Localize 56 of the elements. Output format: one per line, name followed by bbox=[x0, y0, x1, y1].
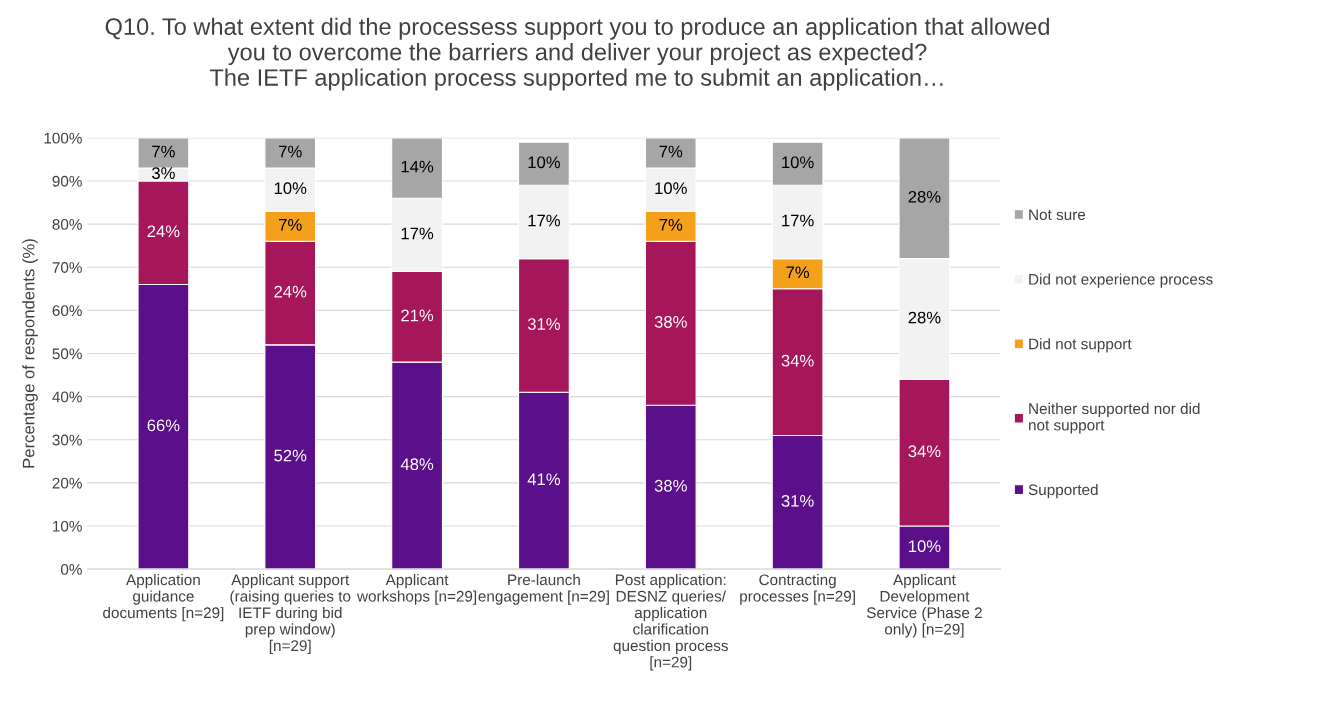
y-tick-label: 30% bbox=[52, 434, 82, 446]
data-label: 10% bbox=[528, 156, 560, 169]
x-tick-label: Contracting processes [n=29] bbox=[740, 574, 855, 605]
y-tick-label: 40% bbox=[52, 391, 82, 403]
y-tick-label: 0% bbox=[60, 564, 82, 575]
legend-label: Not sure bbox=[1029, 209, 1086, 221]
data-label: 31% bbox=[781, 494, 814, 507]
x-tick-label: Applicant Development Service (Phase 2 only) [n=29] bbox=[866, 574, 982, 638]
data-label: 17% bbox=[528, 214, 560, 227]
data-label: 34% bbox=[908, 445, 941, 458]
y-tick-label: 50% bbox=[52, 348, 82, 360]
data-label: 17% bbox=[782, 214, 814, 227]
data-label: 3% bbox=[151, 167, 175, 179]
x-tick-label: Pre-launch engagement [n=29] bbox=[478, 574, 609, 605]
data-label: 7% bbox=[279, 219, 302, 231]
data-label: 66% bbox=[147, 419, 180, 432]
legend-label: Did not support bbox=[1029, 338, 1132, 353]
data-label: 31% bbox=[527, 318, 560, 330]
data-label: 10% bbox=[782, 156, 814, 169]
legend-label: Did not experience process bbox=[1029, 273, 1213, 288]
chart-title: Q10. To what extent did the processess support you to produce an application that allowed you to overcome the barriers and deliver your project as expected? The IETF application process supported me to submit an application… bbox=[105, 17, 1049, 91]
y-tick-label: 20% bbox=[52, 477, 82, 489]
data-label: 34% bbox=[781, 354, 814, 367]
y-tick-label: 60% bbox=[52, 305, 82, 317]
legend-label: Neither supported nor did not support bbox=[1029, 402, 1200, 434]
data-label: 38% bbox=[654, 479, 687, 492]
data-label: 7% bbox=[659, 145, 683, 158]
data-label: 10% bbox=[909, 540, 941, 553]
data-label: 14% bbox=[401, 160, 434, 173]
data-label: 28% bbox=[908, 190, 941, 203]
data-label: 21% bbox=[401, 309, 434, 322]
data-label: 7% bbox=[152, 145, 175, 158]
data-label: 7% bbox=[659, 219, 683, 231]
data-label: 17% bbox=[401, 227, 434, 240]
data-label: 7% bbox=[279, 145, 302, 158]
data-label: 52% bbox=[274, 449, 307, 462]
data-label: 38% bbox=[654, 315, 687, 328]
legend-label: Supported bbox=[1028, 483, 1098, 499]
data-label: 10% bbox=[655, 182, 687, 195]
y-tick-label: 100% bbox=[44, 132, 82, 144]
y-axis-title: Percentage of respondents (%) bbox=[22, 239, 38, 468]
x-tick-label: Applicant support (raising queries to IETF during bid prep window) [n=29] bbox=[230, 574, 351, 655]
y-tick-label: 10% bbox=[53, 520, 82, 532]
data-label: 24% bbox=[274, 285, 307, 298]
data-label: 7% bbox=[786, 266, 810, 279]
x-tick-label: Application guidance documents [n=29] bbox=[103, 574, 224, 622]
data-label: 48% bbox=[400, 458, 434, 471]
data-label: 10% bbox=[274, 182, 307, 195]
y-tick-label: 70% bbox=[52, 262, 82, 273]
y-tick-label: 90% bbox=[52, 175, 82, 187]
x-tick-label: Post application: DESNZ queries/ application clarification question process [n=29] bbox=[613, 574, 728, 671]
data-label: 28% bbox=[908, 311, 941, 324]
x-tick-label: Applicant workshops [n=29] bbox=[356, 574, 477, 605]
y-tick-label: 80% bbox=[52, 218, 82, 230]
data-label: 41% bbox=[527, 473, 560, 486]
data-label: 24% bbox=[147, 225, 180, 238]
